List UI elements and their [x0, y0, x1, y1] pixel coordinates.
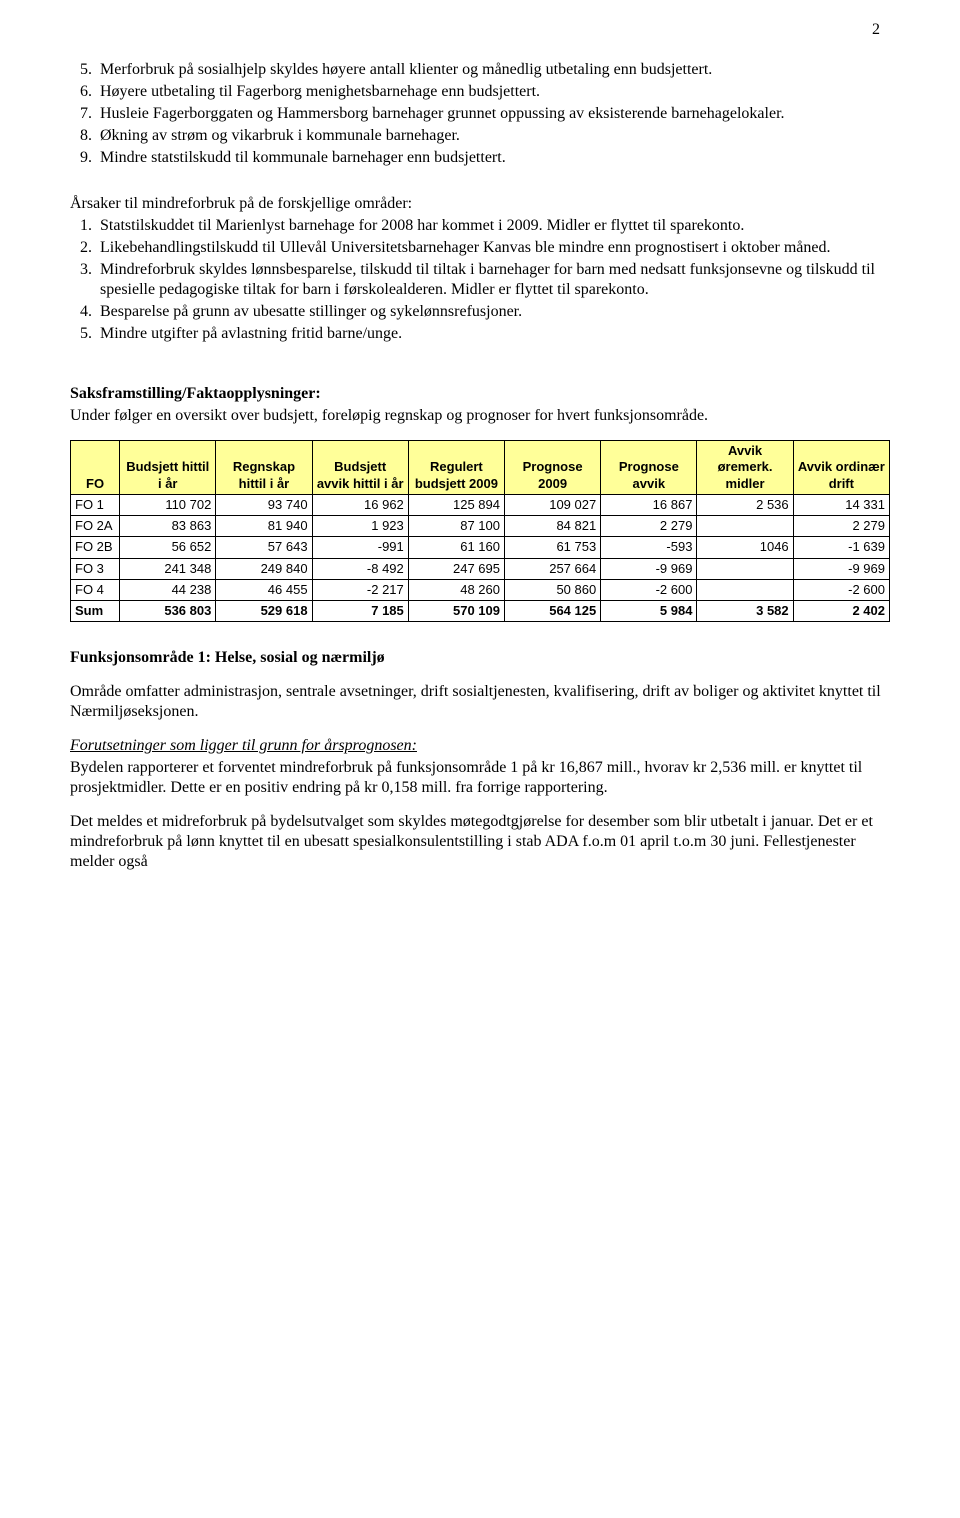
list-item: Husleie Fagerborggaten og Hammersborg ba… [96, 104, 890, 124]
table-cell: 83 863 [120, 516, 216, 537]
table-cell: 109 027 [505, 494, 601, 515]
fo1-paragraph-1: Område omfatter administrasjon, sentrale… [70, 682, 890, 722]
table-cell: 87 100 [408, 516, 504, 537]
table-cell: 81 940 [216, 516, 312, 537]
fo1-paragraph-3: Det meldes et midreforbruk på bydelsutva… [70, 812, 890, 872]
table-cell: -9 969 [793, 558, 889, 579]
table-cell: 247 695 [408, 558, 504, 579]
table-cell: 564 125 [505, 601, 601, 622]
table-header-cell: Budsjett avvik hittil i år [312, 441, 408, 495]
saksframstilling-text: Under følger en oversikt over budsjett, … [70, 406, 890, 426]
list-item: Høyere utbetaling til Fagerborg menighet… [96, 82, 890, 102]
table-row: FO 2A83 86381 9401 92387 10084 8212 2792… [71, 516, 890, 537]
fo1-heading: Funksjonsområde 1: Helse, sosial og nærm… [70, 648, 890, 668]
table-cell: 5 984 [601, 601, 697, 622]
table-row: FO 444 23846 455-2 21748 26050 860-2 600… [71, 579, 890, 600]
table-cell: 14 331 [793, 494, 889, 515]
list-item: Mindreforbruk skyldes lønnsbesparelse, t… [96, 260, 890, 300]
table-cell: -2 600 [793, 579, 889, 600]
table-cell: -8 492 [312, 558, 408, 579]
table-header-cell: Prognose avvik [601, 441, 697, 495]
saksframstilling-heading: Saksframstilling/Faktaopplysninger: [70, 384, 890, 404]
table-cell: 61 160 [408, 537, 504, 558]
table-row: FO 3241 348249 840-8 492247 695257 664-9… [71, 558, 890, 579]
table-cell: 570 109 [408, 601, 504, 622]
fo1-assumptions-label: Forutsetninger som ligger til grunn for … [70, 736, 890, 756]
table-cell: 46 455 [216, 579, 312, 600]
table-cell: FO 2B [71, 537, 120, 558]
mindreforbruk-list: Statstilskuddet til Marienlyst barnehage… [70, 216, 890, 344]
table-cell: -1 639 [793, 537, 889, 558]
table-cell [697, 579, 793, 600]
table-cell: FO 1 [71, 494, 120, 515]
page-number: 2 [872, 20, 880, 40]
table-cell: 2 279 [601, 516, 697, 537]
list-item: Økning av strøm og vikarbruk i kommunale… [96, 126, 890, 146]
list-item: Besparelse på grunn av ubesatte stilling… [96, 302, 890, 322]
table-row: FO 1110 70293 74016 962125 894109 02716 … [71, 494, 890, 515]
table-cell: 1046 [697, 537, 793, 558]
table-cell: 93 740 [216, 494, 312, 515]
table-cell: 529 618 [216, 601, 312, 622]
table-body: FO 1110 70293 74016 962125 894109 02716 … [71, 494, 890, 622]
list-item: Mindre statstilskudd til kommunale barne… [96, 148, 890, 168]
table-cell: 61 753 [505, 537, 601, 558]
table-cell: 16 962 [312, 494, 408, 515]
table-cell: 249 840 [216, 558, 312, 579]
table-cell: 2 402 [793, 601, 889, 622]
table-cell: 241 348 [120, 558, 216, 579]
table-cell: FO 4 [71, 579, 120, 600]
table-cell: 2 536 [697, 494, 793, 515]
list-item: Merforbruk på sosialhjelp skyldes høyere… [96, 60, 890, 80]
table-cell [697, 558, 793, 579]
table-cell: 84 821 [505, 516, 601, 537]
table-cell: 56 652 [120, 537, 216, 558]
table-cell: 44 238 [120, 579, 216, 600]
table-header-cell: Budsjett hittil i år [120, 441, 216, 495]
table-cell: 2 279 [793, 516, 889, 537]
table-header-cell: Avvik ordinær drift [793, 441, 889, 495]
table-row: FO 2B56 65257 643-99161 16061 753-593104… [71, 537, 890, 558]
merforbruk-list: Merforbruk på sosialhjelp skyldes høyere… [70, 60, 890, 168]
table-header-row: FOBudsjett hittil i årRegnskap hittil i … [71, 441, 890, 495]
table-cell: 50 860 [505, 579, 601, 600]
list-item: Statstilskuddet til Marienlyst barnehage… [96, 216, 890, 236]
table-cell: 110 702 [120, 494, 216, 515]
fo1-paragraph-2: Bydelen rapporterer et forventet mindref… [70, 758, 890, 798]
list-item: Mindre utgifter på avlastning fritid bar… [96, 324, 890, 344]
table-cell: -593 [601, 537, 697, 558]
table-cell: -2 217 [312, 579, 408, 600]
table-cell: 257 664 [505, 558, 601, 579]
table-cell: 7 185 [312, 601, 408, 622]
table-cell: 48 260 [408, 579, 504, 600]
list-item: Likebehandlingstilskudd til Ullevål Univ… [96, 238, 890, 258]
table-cell [697, 516, 793, 537]
table-cell: 1 923 [312, 516, 408, 537]
table-cell: FO 2A [71, 516, 120, 537]
table-cell: 3 582 [697, 601, 793, 622]
table-header-cell: Avvik øremerk. midler [697, 441, 793, 495]
table-cell: 57 643 [216, 537, 312, 558]
table-cell: 16 867 [601, 494, 697, 515]
table-cell: Sum [71, 601, 120, 622]
table-cell: 536 803 [120, 601, 216, 622]
table-cell: -2 600 [601, 579, 697, 600]
table-cell: -991 [312, 537, 408, 558]
table-cell: 125 894 [408, 494, 504, 515]
table-header-cell: Prognose 2009 [505, 441, 601, 495]
table-header-cell: FO [71, 441, 120, 495]
table-cell: FO 3 [71, 558, 120, 579]
table-header-cell: Regnskap hittil i år [216, 441, 312, 495]
table-cell: -9 969 [601, 558, 697, 579]
mindreforbruk-heading: Årsaker til mindreforbruk på de forskjel… [70, 194, 890, 214]
prognose-table: FOBudsjett hittil i årRegnskap hittil i … [70, 440, 890, 622]
table-sum-row: Sum536 803529 6187 185570 109564 1255 98… [71, 601, 890, 622]
table-header-cell: Regulert budsjett 2009 [408, 441, 504, 495]
